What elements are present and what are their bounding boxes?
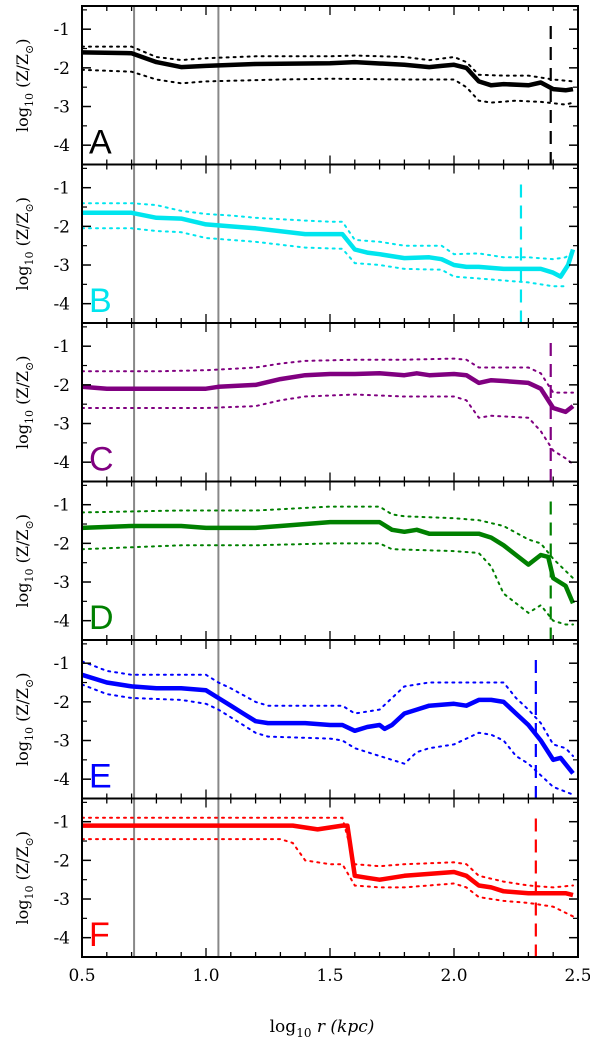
y-tick-label: -4: [53, 929, 70, 949]
y-tick-label: -2: [53, 851, 70, 871]
y-tick-label: -3: [53, 732, 70, 752]
y-tick-label: -3: [53, 415, 70, 435]
lower-percentile-line: [81, 393, 574, 466]
upper-percentile-line: [81, 202, 574, 261]
median-line: [82, 210, 576, 279]
panel-d: -1 -2 -3 -4 log10 (Z/Z⊙) D: [13, 480, 579, 641]
lower-percentile-line: [81, 838, 574, 918]
y-tick-label: -2: [53, 693, 70, 713]
panel-letter: D: [89, 599, 114, 637]
panels-layer: -1 -2 -3 -4 log10 (Z/Z⊙) A -1 -2 -3 -4 log10 (Z/Z⊙…: [13, 5, 579, 958]
panel-letter: B: [89, 282, 112, 320]
panel-c: -1 -2 -3 -4 log10 (Z/Z⊙) C: [13, 322, 579, 483]
median-line: [81, 519, 576, 605]
panel-frame: [81, 480, 579, 641]
x-axis: 0.5 1.0 1.5 2.0 2.5: [68, 966, 590, 986]
upper-percentile-line: [81, 505, 574, 580]
upper-percentile-line: [81, 357, 574, 394]
y-tick-label: -1: [53, 20, 70, 40]
lower-percentile-line: [81, 683, 574, 796]
panel-e: -1 -2 -3 -4 log10 (Z/Z⊙) E: [13, 639, 579, 800]
y-tick-label: -3: [53, 256, 70, 276]
y-tick-label: -2: [53, 217, 70, 237]
x-tick-label: 2.5: [564, 966, 590, 986]
y-tick-label: -1: [53, 813, 70, 833]
y-tick-label: -3: [53, 573, 70, 593]
lower-percentile-line: [81, 542, 574, 626]
y-tick-label: -2: [53, 376, 70, 396]
y-tick-label: -1: [53, 179, 70, 199]
y-axis-label: log10 (Z/Z⊙): [13, 831, 36, 924]
upper-percentile-line: [81, 660, 574, 757]
y-axis-label: log10 (Z/Z⊙): [13, 197, 36, 290]
y-tick-label: -2: [53, 59, 70, 79]
panel-a: -1 -2 -3 -4 log10 (Z/Z⊙) A: [13, 5, 579, 166]
panel-frame: [81, 797, 579, 958]
y-axis-label: log10 (Z/Z⊙): [13, 356, 36, 449]
panel-letter: C: [89, 441, 114, 479]
panel-frame: [81, 639, 579, 800]
y-tick-label: -4: [53, 612, 70, 632]
lower-percentile-line: [81, 68, 574, 106]
panel-letter: F: [89, 916, 110, 954]
y-tick-label: -1: [53, 654, 70, 674]
y-tick-label: -3: [53, 890, 70, 910]
median-line: [81, 672, 575, 775]
panel-b: -1 -2 -3 -4 log10 (Z/Z⊙) B: [13, 163, 579, 324]
median-line: [81, 371, 575, 415]
panel-letter: E: [89, 758, 112, 796]
x-axis-label: log10 r (kpc): [270, 1017, 375, 1040]
panel-letter: A: [89, 124, 112, 162]
y-tick-label: -4: [53, 770, 70, 790]
panel-frame: [81, 163, 579, 324]
y-axis-label: log10 (Z/Z⊙): [13, 39, 36, 132]
y-tick-label: -4: [53, 136, 70, 156]
panel-f: -1 -2 -3 -4 log10 (Z/Z⊙) F: [13, 797, 579, 958]
x-tick-label: 1.0: [192, 966, 219, 986]
lower-percentile-line: [81, 227, 567, 288]
x-tick-label: 2.0: [440, 966, 467, 986]
upper-percentile-line: [81, 816, 574, 889]
y-tick-label: -1: [53, 337, 70, 357]
x-tick-label: 0.5: [68, 966, 95, 986]
y-axis-label: log10 (Z/Z⊙): [13, 514, 36, 607]
y-tick-label: -4: [53, 453, 70, 473]
median-line: [82, 823, 574, 898]
y-tick-label: -4: [53, 295, 70, 315]
y-tick-label: -3: [53, 98, 70, 118]
y-tick-label: -1: [53, 496, 70, 516]
y-axis-label: log10 (Z/Z⊙): [13, 673, 36, 766]
x-tick-label: 1.5: [316, 966, 343, 986]
y-tick-label: -2: [53, 534, 70, 554]
upper-percentile-line: [81, 45, 574, 83]
median-line: [81, 50, 574, 93]
panel-frame: [81, 322, 579, 483]
